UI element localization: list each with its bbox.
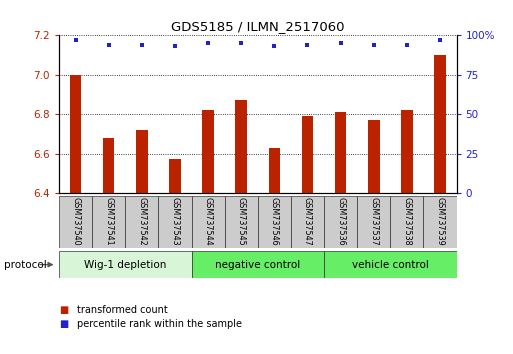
Point [436, 37, 444, 43]
Bar [59, 196, 92, 248]
Bar [235, 101, 247, 193]
Point [171, 44, 179, 49]
Text: ■: ■ [59, 305, 68, 315]
Bar [59, 251, 191, 278]
Bar [125, 196, 159, 248]
Bar [335, 112, 346, 193]
Text: GSM737536: GSM737536 [336, 197, 345, 245]
Bar [324, 196, 357, 248]
Point [337, 40, 345, 46]
Bar [324, 251, 457, 278]
Point [403, 42, 411, 48]
Bar [423, 196, 457, 248]
Bar [268, 148, 280, 193]
Text: percentile rank within the sample: percentile rank within the sample [77, 319, 242, 329]
Text: GSM737538: GSM737538 [402, 197, 411, 245]
Bar [191, 196, 225, 248]
Point [105, 42, 113, 48]
Bar [202, 110, 214, 193]
Bar [401, 110, 412, 193]
Text: negative control: negative control [215, 259, 301, 270]
Text: GSM737546: GSM737546 [270, 197, 279, 245]
Text: Wig-1 depletion: Wig-1 depletion [84, 259, 166, 270]
Text: GSM737540: GSM737540 [71, 197, 80, 245]
Bar [390, 196, 423, 248]
Text: ■: ■ [59, 319, 68, 329]
Point [204, 40, 212, 46]
Bar [225, 196, 258, 248]
Bar [291, 196, 324, 248]
Point [303, 42, 311, 48]
Bar [103, 138, 114, 193]
Bar [258, 196, 291, 248]
Text: GSM737541: GSM737541 [104, 197, 113, 245]
Point [370, 42, 378, 48]
Bar [368, 120, 380, 193]
Bar [191, 251, 324, 278]
Text: GSM737544: GSM737544 [204, 197, 212, 245]
Bar [302, 116, 313, 193]
Text: GSM737537: GSM737537 [369, 197, 378, 245]
Point [270, 44, 279, 49]
Text: GSM737542: GSM737542 [137, 197, 146, 245]
Bar [159, 196, 191, 248]
Title: GDS5185 / ILMN_2517060: GDS5185 / ILMN_2517060 [171, 20, 345, 33]
Bar [434, 55, 446, 193]
Bar [357, 196, 390, 248]
Text: vehicle control: vehicle control [352, 259, 429, 270]
Bar [70, 75, 82, 193]
Bar [92, 196, 125, 248]
Point [237, 40, 245, 46]
Bar [136, 130, 148, 193]
Text: protocol: protocol [4, 259, 47, 270]
Bar [169, 159, 181, 193]
Point [137, 42, 146, 48]
Text: GSM737545: GSM737545 [236, 197, 246, 245]
Point [71, 37, 80, 43]
Text: GSM737547: GSM737547 [303, 197, 312, 245]
Text: GSM737539: GSM737539 [436, 197, 444, 245]
Text: GSM737543: GSM737543 [170, 197, 180, 245]
Text: transformed count: transformed count [77, 305, 168, 315]
